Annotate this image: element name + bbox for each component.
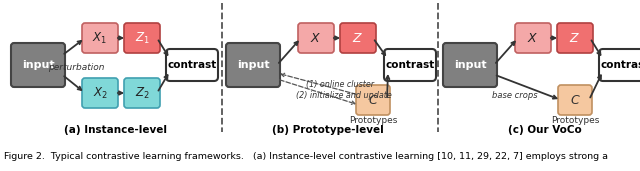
Text: $X$: $X$: [310, 31, 322, 44]
FancyBboxPatch shape: [443, 43, 497, 87]
FancyBboxPatch shape: [124, 23, 160, 53]
Text: Prototypes: Prototypes: [349, 116, 397, 125]
Text: input: input: [237, 60, 269, 70]
Text: contrast: contrast: [168, 60, 216, 70]
Text: $Z$: $Z$: [353, 31, 364, 44]
FancyBboxPatch shape: [124, 78, 160, 108]
Text: (1) online cluster: (1) online cluster: [306, 80, 374, 89]
FancyBboxPatch shape: [356, 85, 390, 115]
FancyBboxPatch shape: [166, 49, 218, 81]
Text: (b) Prototype-level: (b) Prototype-level: [272, 125, 384, 135]
FancyBboxPatch shape: [599, 49, 640, 81]
Text: Figure 2.  Typical contrastive learning frameworks.   (a) Instance-level contras: Figure 2. Typical contrastive learning f…: [4, 152, 608, 161]
Text: contrast: contrast: [600, 60, 640, 70]
Text: $C$: $C$: [570, 94, 580, 107]
FancyBboxPatch shape: [384, 49, 436, 81]
FancyBboxPatch shape: [226, 43, 280, 87]
Text: $Z_2$: $Z_2$: [134, 86, 149, 101]
Text: $Z$: $Z$: [570, 31, 580, 44]
Text: input: input: [22, 60, 54, 70]
Text: perturbation: perturbation: [48, 62, 104, 71]
Text: (a) Instance-level: (a) Instance-level: [63, 125, 166, 135]
Text: Prototypes: Prototypes: [551, 116, 599, 125]
Text: (c) Our VoCo: (c) Our VoCo: [508, 125, 582, 135]
FancyBboxPatch shape: [82, 78, 118, 108]
Text: $C$: $C$: [367, 94, 378, 107]
FancyBboxPatch shape: [557, 23, 593, 53]
Text: $X_2$: $X_2$: [93, 86, 108, 101]
Text: $X_1$: $X_1$: [93, 30, 108, 45]
Text: (2) initialize and update: (2) initialize and update: [296, 90, 392, 100]
Text: input: input: [454, 60, 486, 70]
FancyBboxPatch shape: [82, 23, 118, 53]
Text: $X$: $X$: [527, 31, 539, 44]
Text: $Z_1$: $Z_1$: [134, 30, 149, 45]
FancyBboxPatch shape: [558, 85, 592, 115]
FancyBboxPatch shape: [11, 43, 65, 87]
Text: contrast: contrast: [385, 60, 435, 70]
FancyBboxPatch shape: [515, 23, 551, 53]
FancyBboxPatch shape: [298, 23, 334, 53]
FancyBboxPatch shape: [340, 23, 376, 53]
Text: base crops: base crops: [492, 90, 538, 100]
